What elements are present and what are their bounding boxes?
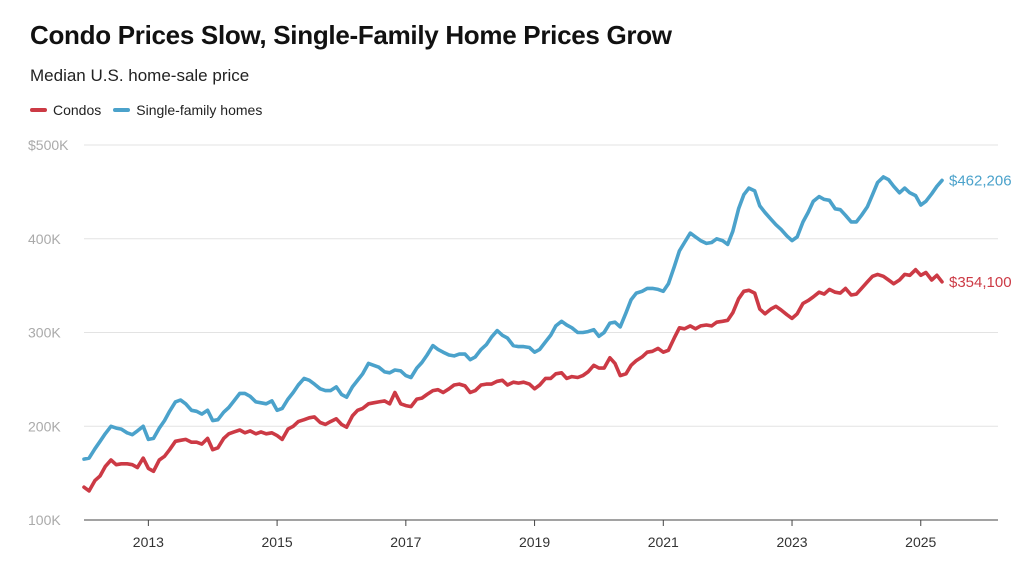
y-tick-label: 100K <box>28 512 61 528</box>
end-label-single-family-homes: $462,206 <box>949 172 1012 189</box>
legend-swatch-single-family <box>113 108 131 112</box>
series-line-condos <box>82 267 944 493</box>
end-label-condos: $354,100 <box>949 274 1012 291</box>
x-tick-label: 2015 <box>262 534 293 550</box>
legend-swatch-condos <box>30 108 47 112</box>
legend-label-single-family: Single-family homes <box>136 102 263 118</box>
y-tick-label: 400K <box>28 231 61 247</box>
legend-item-single-family: Single-family homes <box>113 102 262 118</box>
x-tick-label: 2023 <box>776 534 807 550</box>
chart-subtitle: Median U.S. home-sale price <box>30 66 250 85</box>
legend-item-condos: Condos <box>30 102 101 118</box>
x-tick-label: 2013 <box>133 534 164 550</box>
y-tick-label: 200K <box>28 418 61 434</box>
y-tick-label: $500K <box>28 137 69 153</box>
legend-label-condos: Condos <box>53 102 102 118</box>
x-tick-label: 2021 <box>648 534 679 550</box>
legend: Condos Single-family homes <box>30 102 262 118</box>
y-tick-label: 300K <box>28 325 61 341</box>
x-tick-label: 2017 <box>390 534 421 550</box>
x-tick-label: 2025 <box>905 534 936 550</box>
series-line-single-family-homes <box>82 175 944 461</box>
x-tick-label: 2019 <box>519 534 550 550</box>
chart-title: Condo Prices Slow, Single-Family Home Pr… <box>30 20 672 50</box>
